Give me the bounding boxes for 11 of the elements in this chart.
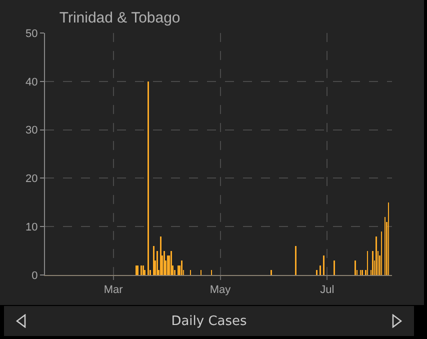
x-tick-label: May	[210, 284, 232, 296]
chart-title: Trinidad & Tobago	[59, 10, 180, 27]
y-tick-label: 10	[26, 221, 38, 234]
text: Daily Cases	[171, 314, 247, 328]
y-tick-label: 40	[26, 76, 38, 88]
y-tick-label: 0	[32, 270, 38, 282]
x-tick-label: Mar	[104, 284, 124, 296]
x-tick-label: Jul	[320, 284, 334, 296]
y-tick-label: 30	[26, 124, 38, 137]
y-tick-label: 50	[26, 28, 38, 40]
y-tick-label: 20	[26, 173, 38, 186]
